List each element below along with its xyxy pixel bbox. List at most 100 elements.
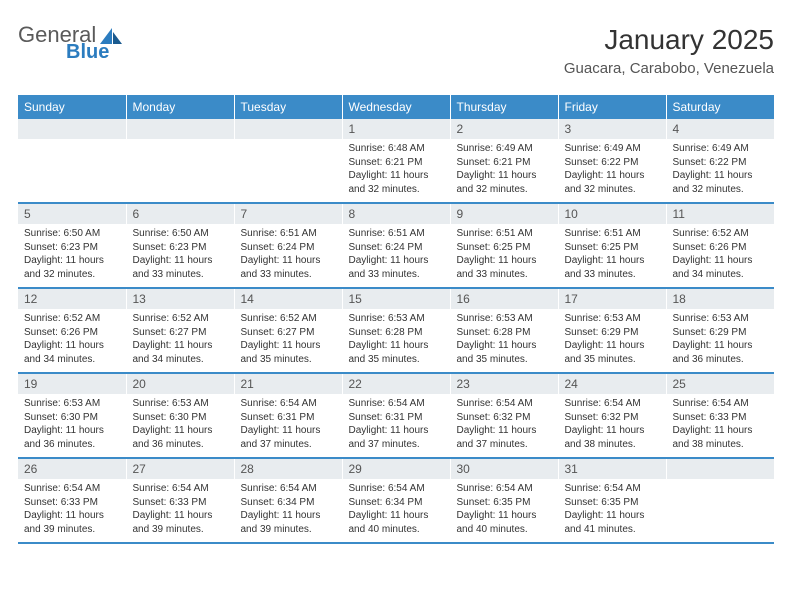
sunrise-line: Sunrise: 6:51 AM: [241, 228, 317, 239]
day-number: 22: [343, 374, 450, 394]
day-cell: 17Sunrise: 6:53 AMSunset: 6:29 PMDayligh…: [558, 288, 666, 373]
daylight-line: Daylight: 11 hours and 37 minutes.: [349, 425, 429, 450]
week-row: 19Sunrise: 6:53 AMSunset: 6:30 PMDayligh…: [18, 373, 774, 458]
day-content: Sunrise: 6:54 AMSunset: 6:34 PMDaylight:…: [235, 479, 342, 542]
day-cell: 16Sunrise: 6:53 AMSunset: 6:28 PMDayligh…: [450, 288, 558, 373]
empty-day-number: [127, 119, 234, 139]
sunset-line: Sunset: 6:33 PM: [673, 412, 747, 423]
day-number: 10: [559, 204, 666, 224]
day-header-thursday: Thursday: [450, 95, 558, 119]
sunrise-line: Sunrise: 6:50 AM: [24, 228, 100, 239]
day-number: 9: [451, 204, 558, 224]
calendar-body: 1Sunrise: 6:48 AMSunset: 6:21 PMDaylight…: [18, 119, 774, 543]
sunrise-line: Sunrise: 6:53 AM: [673, 313, 749, 324]
day-number: 17: [559, 289, 666, 309]
day-header-monday: Monday: [126, 95, 234, 119]
day-content: Sunrise: 6:53 AMSunset: 6:28 PMDaylight:…: [343, 309, 450, 372]
logo-blue: Blue: [66, 42, 124, 62]
day-number: 3: [559, 119, 666, 139]
day-number: 14: [235, 289, 342, 309]
day-number: 27: [127, 459, 234, 479]
day-cell: 31Sunrise: 6:54 AMSunset: 6:35 PMDayligh…: [558, 458, 666, 543]
day-content: Sunrise: 6:53 AMSunset: 6:29 PMDaylight:…: [559, 309, 666, 372]
sunset-line: Sunset: 6:33 PM: [24, 497, 98, 508]
daylight-line: Daylight: 11 hours and 32 minutes.: [673, 170, 753, 195]
week-row: 5Sunrise: 6:50 AMSunset: 6:23 PMDaylight…: [18, 203, 774, 288]
day-content: Sunrise: 6:51 AMSunset: 6:25 PMDaylight:…: [451, 224, 558, 287]
day-content: Sunrise: 6:54 AMSunset: 6:33 PMDaylight:…: [667, 394, 775, 457]
daylight-line: Daylight: 11 hours and 40 minutes.: [457, 510, 537, 535]
sunrise-line: Sunrise: 6:52 AM: [133, 313, 209, 324]
sunrise-line: Sunrise: 6:54 AM: [349, 483, 425, 494]
day-number: 12: [18, 289, 126, 309]
sunrise-line: Sunrise: 6:54 AM: [457, 398, 533, 409]
sunrise-line: Sunrise: 6:51 AM: [565, 228, 641, 239]
day-cell: 22 Sunrise: 6:54 AM Sunset: 6:31 PM Dayligh…: [342, 373, 450, 458]
empty-day-number: [235, 119, 342, 139]
sunrise-line: Sunrise: 6:48 AM: [349, 143, 425, 154]
daylight-line: Daylight: 11 hours and 34 minutes.: [24, 340, 104, 365]
day-cell: 19Sunrise: 6:53 AMSunset: 6:30 PMDayligh…: [18, 373, 126, 458]
day-content: Sunrise: 6:49 AMSunset: 6:22 PMDaylight:…: [667, 139, 775, 202]
daylight-line: Daylight: 11 hours and 32 minutes.: [457, 170, 537, 195]
empty-day-number: [667, 459, 775, 479]
daylight-line: Daylight: 11 hours and 34 minutes.: [133, 340, 213, 365]
sunset-line: Sunset: 6:22 PM: [565, 157, 639, 168]
daylight-line: Daylight: 11 hours and 38 minutes.: [565, 425, 645, 450]
day-number: 26: [18, 459, 126, 479]
empty-cell: [126, 119, 234, 203]
day-content: Sunrise: 6:49 AMSunset: 6:21 PMDaylight:…: [451, 139, 558, 202]
sunrise-line: Sunrise: 6:54 AM: [565, 483, 641, 494]
day-number: 20: [127, 374, 234, 394]
day-content: Sunrise: 6:51 AMSunset: 6:24 PMDaylight:…: [343, 224, 450, 287]
day-header-tuesday: Tuesday: [234, 95, 342, 119]
sunset-line: Sunset: 6:22 PM: [673, 157, 747, 168]
sunset-line: Sunset: 6:34 PM: [349, 497, 423, 508]
day-content: Sunrise: 6:52 AM Sunset: 6:27 PM Daylight:…: [127, 309, 234, 372]
sunrise-line: Sunrise: 6:54 AM: [241, 483, 317, 494]
sunset-line: Sunset: 6:33 PM: [133, 497, 207, 508]
day-content: Sunrise: 6:51 AMSunset: 6:25 PMDaylight:…: [559, 224, 666, 287]
day-cell: 27Sunrise: 6:54 AMSunset: 6:33 PMDayligh…: [126, 458, 234, 543]
day-cell: 8Sunrise: 6:51 AMSunset: 6:24 PMDaylight…: [342, 203, 450, 288]
sunrise-line: Sunrise: 6:50 AM: [133, 228, 209, 239]
sunrise-line: Sunrise: 6:51 AM: [349, 228, 425, 239]
daylight-line: Daylight: 11 hours and 33 minutes.: [133, 255, 213, 280]
sunset-line: Sunset: 6:28 PM: [457, 327, 531, 338]
day-cell: 3Sunrise: 6:49 AMSunset: 6:22 PMDaylight…: [558, 119, 666, 203]
sunset-line: Sunset: 6:27 PM: [241, 327, 315, 338]
day-cell: 9Sunrise: 6:51 AMSunset: 6:25 PMDaylight…: [450, 203, 558, 288]
day-number: 4: [667, 119, 775, 139]
day-header-friday: Friday: [558, 95, 666, 119]
day-content: Sunrise: 6:52 AMSunset: 6:27 PMDaylight:…: [235, 309, 342, 372]
day-cell: 23Sunrise: 6:54 AMSunset: 6:32 PMDayligh…: [450, 373, 558, 458]
sunrise-line: Sunrise: 6:53 AM: [457, 313, 533, 324]
sunrise-line: Sunrise: 6:54 AM: [673, 398, 749, 409]
sunrise-line: Sunrise: 6:52 AM: [673, 228, 749, 239]
day-number: 21: [235, 374, 342, 394]
day-content: Sunrise: 6:49 AMSunset: 6:22 PMDaylight:…: [559, 139, 666, 202]
sunset-line: Sunset: 6:21 PM: [349, 157, 423, 168]
sunrise-line: Sunrise: 6:54 AM: [24, 483, 100, 494]
sunrise-line: Sunrise: 6:49 AM: [457, 143, 533, 154]
day-content: Sunrise: 6:54 AMSunset: 6:33 PMDaylight:…: [18, 479, 126, 542]
day-cell: 30Sunrise: 6:54 AMSunset: 6:35 PMDayligh…: [450, 458, 558, 543]
daylight-line: Daylight: 11 hours and 41 minutes.: [565, 510, 645, 535]
day-content: Sunrise: 6:52 AMSunset: 6:26 PMDaylight:…: [18, 309, 126, 372]
sunset-line: Sunset: 6:27 PM: [133, 327, 207, 338]
day-cell: 28Sunrise: 6:54 AMSunset: 6:34 PMDayligh…: [234, 458, 342, 543]
sunset-line: Sunset: 6:31 PM: [349, 412, 423, 423]
sunset-line: Sunset: 6:23 PM: [24, 242, 98, 253]
day-number: 11: [667, 204, 775, 224]
sunrise-line: Sunrise: 6:54 AM: [349, 398, 425, 409]
daylight-line: Daylight: 11 hours and 36 minutes.: [673, 340, 753, 365]
day-cell: 15Sunrise: 6:53 AMSunset: 6:28 PMDayligh…: [342, 288, 450, 373]
day-header-wednesday: Wednesday: [342, 95, 450, 119]
day-number: 29: [343, 459, 450, 479]
day-number: 25: [667, 374, 775, 394]
daylight-line: Daylight: 11 hours and 35 minutes.: [565, 340, 645, 365]
page-title: January 2025: [564, 24, 774, 56]
daylight-line: Daylight: 11 hours and 34 minutes.: [673, 255, 753, 280]
day-content: Sunrise: 6:54 AMSunset: 6:34 PMDaylight:…: [343, 479, 450, 542]
day-number: 6: [127, 204, 234, 224]
